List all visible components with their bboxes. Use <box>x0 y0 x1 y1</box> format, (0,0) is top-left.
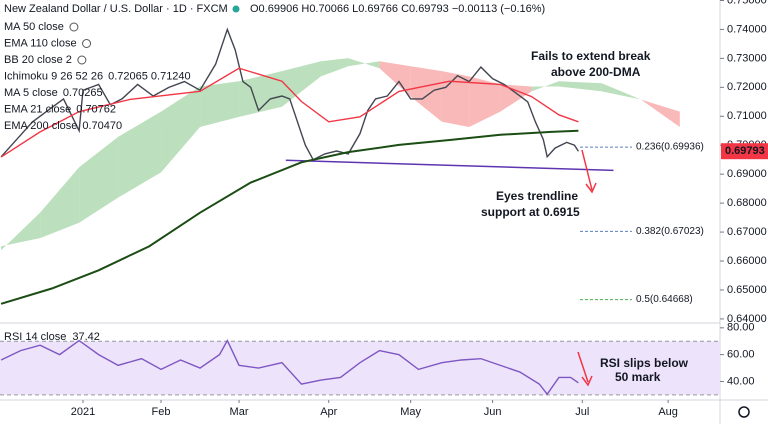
rsi-title: RSI 14 close <box>4 331 66 343</box>
cloud-segment <box>601 83 641 100</box>
cloud-segment <box>1 212 41 251</box>
indicator-label: EMA 200 close <box>4 120 77 132</box>
cloud-segment <box>469 76 501 127</box>
fib-label: 0.382(0.67023) <box>636 226 704 237</box>
x-tick-label: Aug <box>658 406 678 418</box>
settings-gear[interactable] <box>738 406 750 418</box>
symbol-title: New Zealand Dollar / U.S. Dollar · 1D · … <box>4 3 228 15</box>
cloud-segment <box>79 136 119 223</box>
rsi-value: 37.42 <box>72 331 100 343</box>
cloud-segment <box>558 81 602 92</box>
annotation: Eyes trendline <box>496 189 578 203</box>
series-line <box>0 67 579 158</box>
annotation: above 200-DMA <box>551 65 641 79</box>
indicator-value: 0.70265 <box>63 87 103 99</box>
cloud-segment <box>500 84 532 112</box>
indicator-label: EMA 110 close <box>4 37 77 49</box>
y-tick-label: 0.72000 <box>727 81 767 93</box>
indicator-label: Ichimoku 9 26 52 26 <box>4 70 103 82</box>
y-tick-label: 0.67000 <box>727 226 767 238</box>
y-tick-label: 0.75000 <box>727 0 767 6</box>
cloud-segment <box>410 66 442 122</box>
cloud-segment <box>531 81 559 92</box>
indicator-value: 0.72065 0.71240 <box>108 70 191 82</box>
series-line <box>0 129 579 305</box>
indicator-value: 0.70762 <box>76 103 116 115</box>
x-tick-label: Feb <box>152 406 171 418</box>
y-tick-label: 0.68000 <box>727 197 767 209</box>
annotation: 50 mark <box>615 370 661 384</box>
indicator-label: MA 5 close <box>4 87 58 99</box>
rsi-down-arrow <box>577 351 593 387</box>
series-line <box>0 339 579 396</box>
cloud-segment <box>320 58 349 77</box>
y-tick-label: 60.00 <box>727 349 755 361</box>
y-tick-label: 0.66000 <box>727 255 767 267</box>
annotation: RSI slips below <box>600 356 689 370</box>
visibility-toggle <box>77 55 87 65</box>
fib-label: 0.236(0.69936) <box>636 142 704 153</box>
last-price-box <box>721 143 768 160</box>
y-tick-label: 0.69000 <box>727 168 767 180</box>
annotation: Fails to extend break <box>531 49 651 63</box>
y-tick-label: 0.71000 <box>727 110 767 122</box>
y-tick-label: 0.64000 <box>727 313 767 325</box>
cloud-segment <box>118 111 162 198</box>
x-tick-label: Jun <box>484 406 502 418</box>
cloud-segment <box>200 81 240 127</box>
trendline <box>285 159 614 172</box>
y-tick-label: 40.00 <box>727 375 755 387</box>
x-tick-label: May <box>400 406 421 418</box>
down-arrow <box>581 149 597 194</box>
cloud-segment <box>281 61 321 107</box>
indicator-value: 0.70470 <box>82 120 122 132</box>
x-tick-label: Apr <box>320 406 337 418</box>
last-price-label: 0.69793 <box>725 145 765 157</box>
cloud-segment <box>348 58 380 69</box>
visibility-toggle <box>82 39 92 48</box>
y-tick-label: 80.00 <box>727 322 755 334</box>
cloud-segment <box>161 86 201 173</box>
annotation: support at 0.6915 <box>481 205 580 219</box>
indicator-label: EMA 21 close <box>4 103 71 115</box>
indicator-label: BB 20 close 2 <box>4 54 72 66</box>
cloud-segment <box>239 71 282 117</box>
rsi-band <box>0 341 720 395</box>
cloud-segment <box>40 167 80 239</box>
x-tick-label: Jul <box>575 406 589 418</box>
y-tick-label: 0.65000 <box>727 284 767 296</box>
visibility-toggle <box>69 22 79 32</box>
x-tick-label: 2021 <box>71 406 95 418</box>
y-tick-label: 0.74000 <box>727 23 767 35</box>
status-dot <box>232 5 240 13</box>
cloud-segment <box>640 99 680 127</box>
fib-label: 0.5(0.64668) <box>636 294 693 305</box>
ohlc-values: O0.69906 H0.70066 L0.69766 C0.69793 −0.0… <box>250 3 545 15</box>
indicator-label: MA 50 close <box>4 21 64 33</box>
x-tick-label: Mar <box>230 406 249 418</box>
y-tick-label: 0.73000 <box>727 52 767 64</box>
